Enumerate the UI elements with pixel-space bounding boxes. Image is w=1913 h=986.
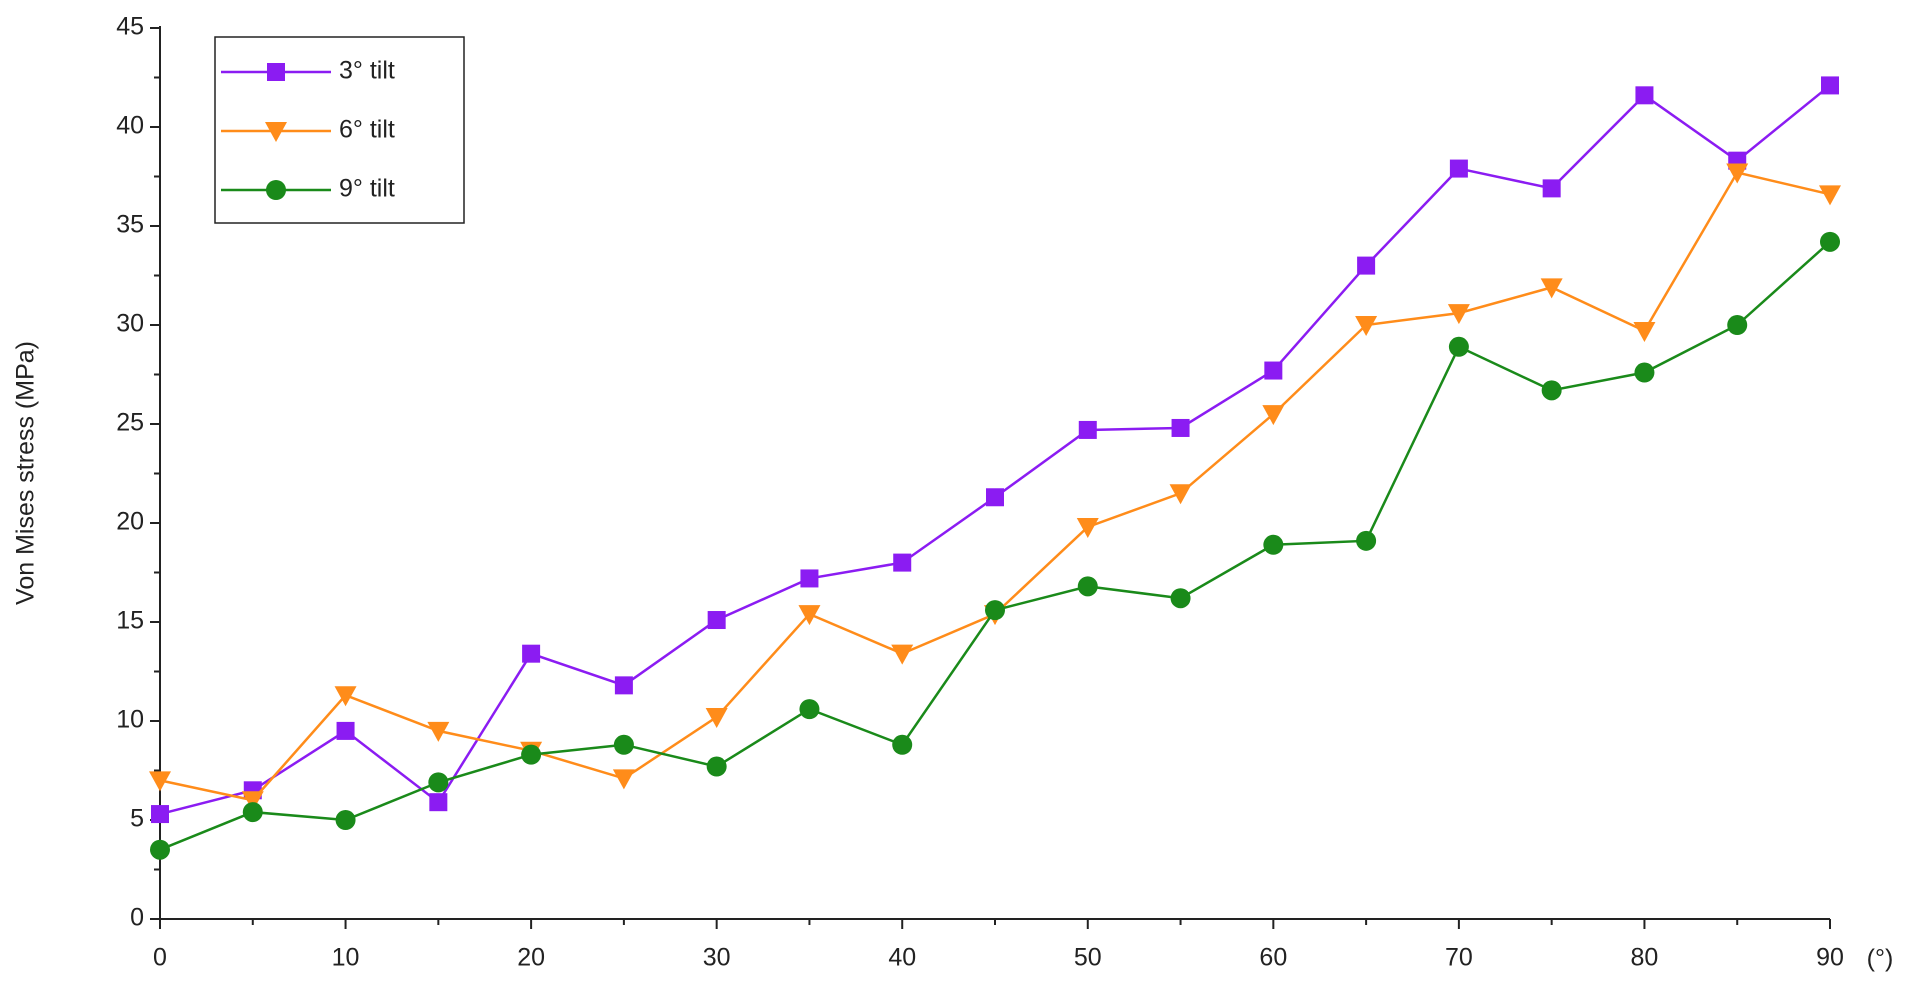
y-tick-label: 5 [130, 805, 144, 833]
marker [334, 686, 357, 707]
marker [1356, 530, 1377, 551]
x-tick-label: 30 [703, 944, 731, 972]
marker [265, 122, 287, 142]
y-tick-label: 45 [116, 13, 144, 41]
marker [522, 644, 541, 663]
marker [428, 772, 449, 793]
y-tick-label: 35 [116, 211, 144, 239]
x-tick-label: 90 [1816, 944, 1844, 972]
marker [266, 180, 286, 200]
y-tick-label: 15 [116, 607, 144, 635]
marker [1820, 231, 1840, 252]
marker [985, 600, 1005, 621]
x-tick-label: 60 [1259, 944, 1287, 972]
marker [1077, 576, 1098, 597]
y-axis-label: Von Mises stress (MPa) [12, 341, 40, 605]
marker [149, 771, 171, 792]
marker [799, 699, 820, 720]
marker [335, 810, 356, 830]
marker [1171, 418, 1190, 437]
marker [1448, 336, 1469, 357]
marker [521, 744, 542, 765]
marker [1542, 179, 1561, 198]
marker [1262, 405, 1285, 426]
x-tick-label: 10 [332, 944, 360, 972]
marker [427, 721, 450, 742]
marker [707, 611, 726, 630]
y-tick-label: 40 [116, 112, 144, 140]
y-tick-label: 0 [130, 904, 144, 932]
x-tick-label: 80 [1631, 944, 1659, 972]
legend-label: 6° tilt [339, 116, 395, 144]
legend-label: 9° tilt [339, 175, 395, 203]
x-tick-label: 70 [1445, 944, 1473, 972]
marker [1541, 380, 1562, 401]
x-axis-label: (°) [1867, 945, 1894, 973]
marker [1355, 316, 1378, 336]
marker [1076, 517, 1099, 538]
legend-label: 3° tilt [339, 57, 395, 85]
marker [1263, 534, 1284, 555]
marker [336, 721, 355, 740]
x-tick-label: 20 [517, 944, 545, 972]
marker [798, 605, 821, 626]
marker [1447, 304, 1470, 325]
marker [267, 63, 285, 81]
x-tick-label: 40 [888, 944, 916, 972]
marker [892, 734, 913, 755]
marker [614, 676, 633, 695]
marker [1727, 315, 1748, 335]
marker [151, 805, 169, 824]
marker [242, 802, 263, 823]
marker [1634, 362, 1655, 383]
marker [150, 839, 170, 860]
marker [1078, 420, 1097, 439]
marker [1169, 484, 1192, 505]
marker [1449, 159, 1468, 178]
marker [800, 569, 819, 588]
marker [1540, 278, 1563, 299]
y-tick-label: 20 [116, 508, 144, 536]
marker [705, 708, 728, 729]
marker [893, 553, 912, 572]
marker [612, 769, 635, 790]
marker [1819, 185, 1841, 206]
marker [241, 791, 264, 812]
marker [1726, 163, 1749, 184]
y-tick-label: 10 [116, 706, 144, 734]
marker [1821, 76, 1839, 95]
marker [1264, 361, 1283, 380]
series-line [159, 240, 1831, 851]
x-tick-label: 0 [153, 944, 167, 972]
marker [1170, 588, 1191, 609]
marker [891, 644, 914, 665]
marker [613, 734, 634, 755]
y-tick-label: 30 [116, 310, 144, 338]
marker [1635, 86, 1654, 105]
marker [429, 793, 448, 812]
x-tick-label: 50 [1074, 944, 1102, 972]
series-line [159, 171, 1831, 802]
marker [1357, 256, 1376, 275]
marker [706, 756, 727, 777]
marker [986, 488, 1004, 507]
marker [1633, 321, 1656, 342]
y-tick-label: 25 [116, 409, 144, 437]
